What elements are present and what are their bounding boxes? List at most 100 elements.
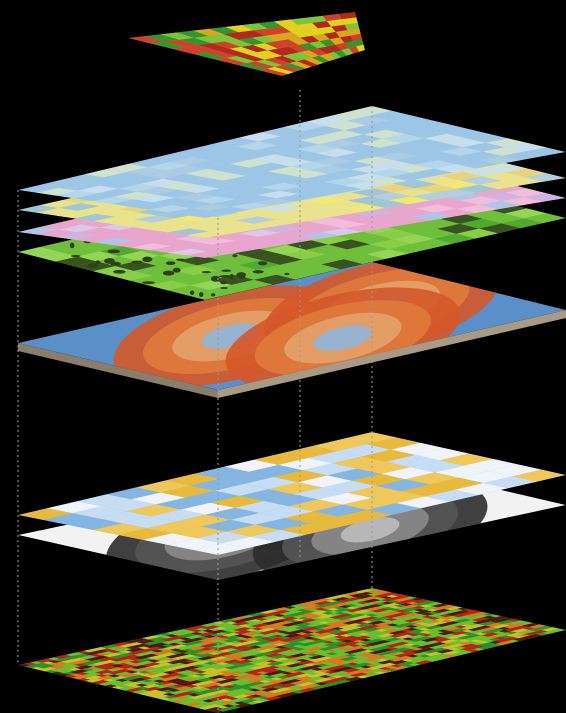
layer-edge <box>18 343 218 398</box>
grid-cell <box>131 492 186 505</box>
grid-cell <box>322 480 377 493</box>
data-streak <box>48 660 61 663</box>
data-streak <box>258 655 271 659</box>
grid-cell <box>97 511 152 524</box>
data-streak <box>380 596 393 599</box>
data-streak <box>259 609 279 614</box>
map-cell <box>392 208 434 217</box>
data-streak <box>322 636 341 641</box>
data-streak <box>249 645 263 649</box>
yield-cell <box>257 50 283 58</box>
data-streak <box>307 598 332 604</box>
layer-edge <box>218 310 566 398</box>
map-cell <box>327 111 370 121</box>
yield-cell <box>341 48 354 56</box>
layer-grid-classification <box>18 432 566 555</box>
map-cell <box>414 204 457 213</box>
data-streak <box>262 619 287 625</box>
data-streak <box>222 635 241 640</box>
map-cell <box>271 158 313 167</box>
map-cell <box>18 226 59 235</box>
data-streak <box>349 592 374 598</box>
yield-cell <box>251 35 277 44</box>
data-streak <box>523 629 536 633</box>
grid-cell <box>136 480 191 493</box>
grid-cell <box>101 499 157 512</box>
data-streak <box>254 638 267 642</box>
data-streak <box>298 664 323 671</box>
data-streak <box>113 646 126 649</box>
data-streak <box>271 607 290 612</box>
data-streak <box>459 643 478 648</box>
data-streak <box>366 590 379 594</box>
map-cell <box>349 106 392 116</box>
map-cell <box>280 186 322 194</box>
data-streak <box>373 592 398 598</box>
data-streak <box>423 647 448 654</box>
map-cell <box>235 216 277 224</box>
map-cell <box>443 138 486 148</box>
data-streak <box>253 635 266 639</box>
data-streak <box>431 603 450 608</box>
yield-cell <box>340 35 354 43</box>
map-cell <box>298 232 341 240</box>
data-streak <box>265 636 279 639</box>
data-streak <box>384 612 409 618</box>
data-streak <box>404 618 423 623</box>
data-streak <box>441 619 454 623</box>
map-cell <box>55 256 97 267</box>
grid-cell <box>47 501 102 514</box>
data-streak <box>323 620 337 623</box>
data-streak <box>78 656 91 660</box>
yield-cell <box>211 41 242 49</box>
data-streak <box>287 673 301 677</box>
data-streak <box>89 675 103 679</box>
data-streak <box>206 669 225 674</box>
map-cell <box>190 244 232 252</box>
layer-interpolated-surface <box>18 262 566 398</box>
map-cell <box>504 188 547 198</box>
yield-cell <box>216 57 247 66</box>
data-streak <box>378 643 392 646</box>
vegetation-patch <box>220 287 229 289</box>
map-cell <box>350 165 393 174</box>
grid-cell <box>313 438 367 452</box>
vegetation-patch <box>210 275 220 282</box>
map-cell <box>299 135 342 145</box>
contour-band <box>313 325 373 351</box>
data-streak <box>170 697 183 701</box>
vegetation-patch <box>221 269 232 272</box>
map-cell <box>524 173 566 182</box>
grid-cell <box>309 516 363 529</box>
map-cell <box>296 144 339 154</box>
data-streak <box>338 676 351 680</box>
yield-cell <box>291 30 313 38</box>
map-cell <box>434 164 476 173</box>
data-streak <box>134 653 159 660</box>
map-cell <box>74 213 116 222</box>
map-cell <box>382 134 425 144</box>
grid-cell <box>210 495 265 508</box>
data-streak <box>350 651 369 656</box>
data-streak <box>490 617 515 623</box>
data-streak <box>344 676 363 682</box>
data-streak <box>261 665 280 670</box>
data-streak <box>369 601 382 605</box>
map-cell <box>328 212 370 221</box>
data-streak <box>384 665 397 669</box>
data-streak <box>183 625 208 631</box>
map-cell <box>152 270 194 281</box>
map-cell <box>261 182 303 191</box>
data-streak <box>524 635 537 639</box>
data-streak <box>289 657 303 661</box>
yield-cell <box>282 24 305 33</box>
data-streak <box>478 621 497 626</box>
yield-cell <box>194 36 226 44</box>
map-cell <box>360 138 402 148</box>
yield-cell <box>334 50 348 58</box>
grid-cell <box>165 473 220 486</box>
data-streak <box>342 591 361 596</box>
yield-cell <box>278 46 301 54</box>
yield-cell <box>338 12 357 20</box>
data-streak <box>107 647 120 651</box>
